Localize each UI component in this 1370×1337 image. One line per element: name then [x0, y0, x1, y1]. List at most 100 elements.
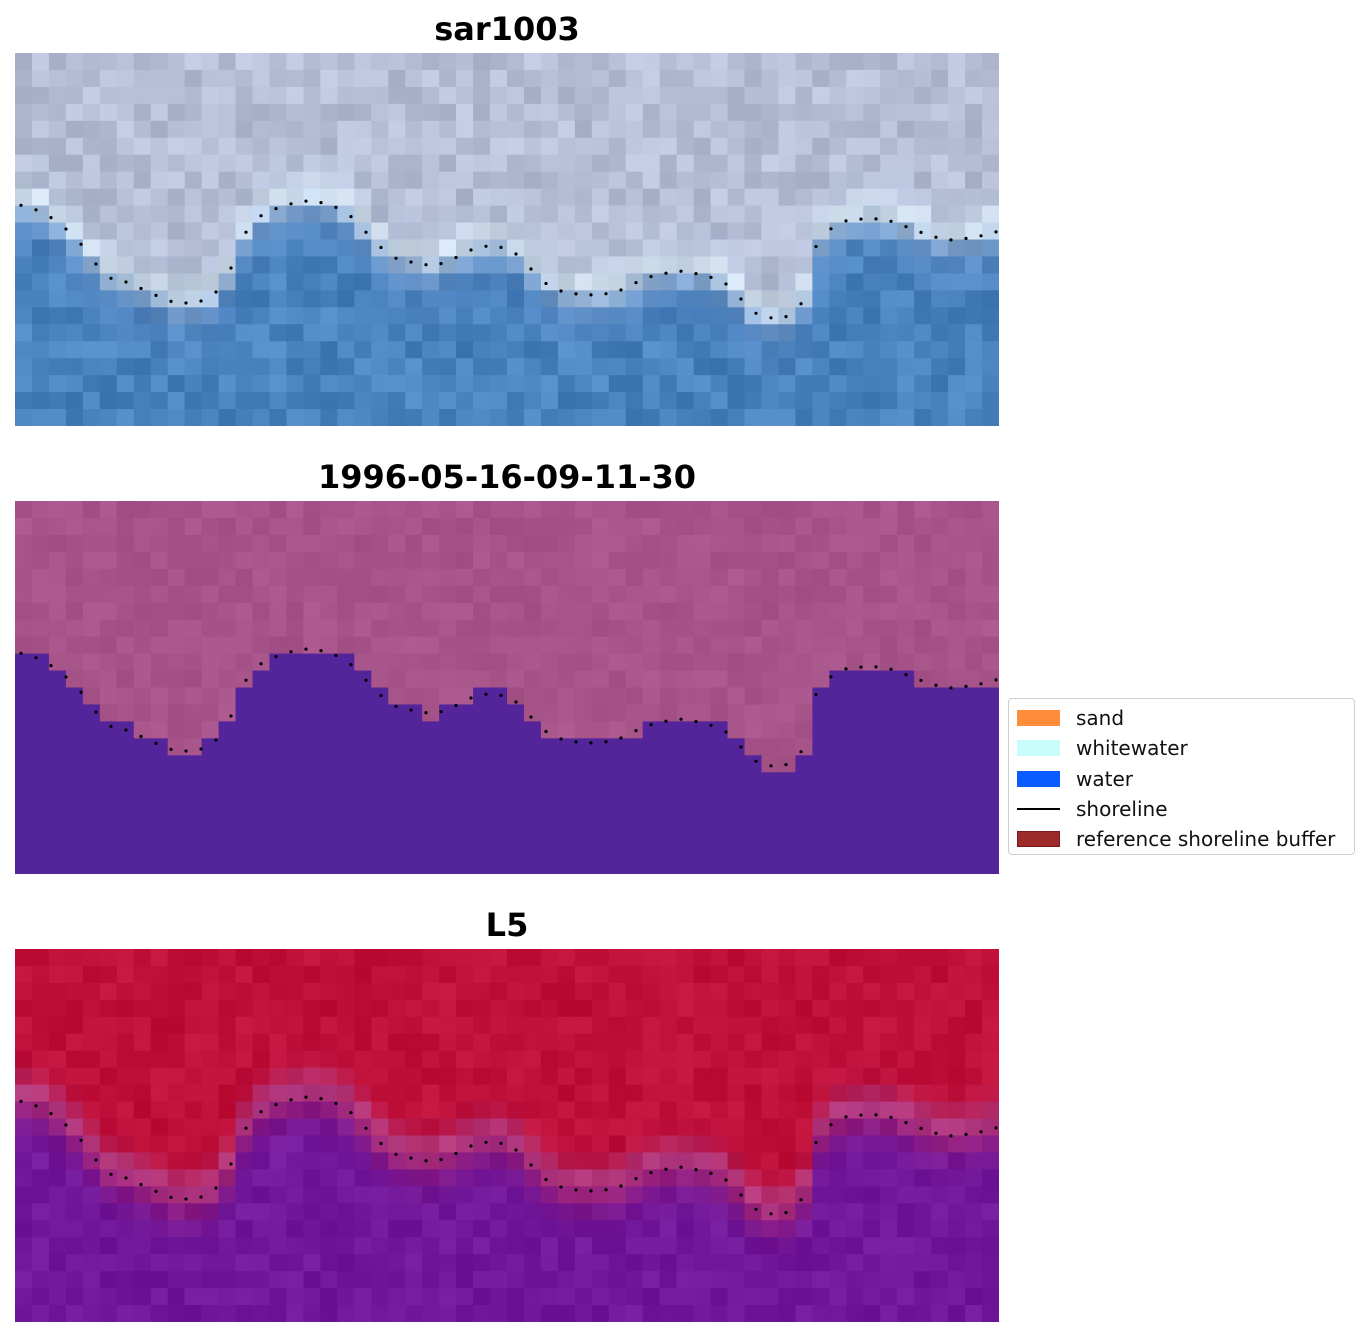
- pixel-cell: [218, 704, 237, 722]
- pixel-cell: [676, 392, 695, 410]
- pixel-cell: [65, 1101, 84, 1120]
- pixel-cell: [625, 137, 644, 156]
- pixel-cell: [218, 687, 237, 706]
- pixel-cell: [167, 392, 186, 410]
- pixel-cell: [201, 392, 220, 410]
- pixel-cell: [303, 188, 321, 207]
- pixel-cell: [320, 534, 338, 553]
- pixel-cell: [591, 1220, 610, 1238]
- pixel-cell: [269, 534, 288, 553]
- pixel-cell: [269, 1237, 288, 1255]
- pixel-cell: [133, 789, 152, 807]
- pixel-cell: [337, 1084, 355, 1103]
- pixel-cell: [116, 137, 135, 156]
- pixel-cell: [761, 965, 780, 984]
- pixel-cell: [710, 721, 729, 739]
- pixel-cell: [116, 1237, 135, 1255]
- pixel-cell: [846, 517, 864, 536]
- pixel-cell: [693, 1135, 712, 1154]
- pixel-cell: [914, 772, 932, 790]
- pixel-cell: [744, 120, 763, 139]
- pixel-cell: [880, 999, 898, 1018]
- pixel-cell: [167, 222, 186, 241]
- pixel-cell: [133, 840, 152, 858]
- shoreline-dot: [874, 1113, 878, 1117]
- pixel-cell: [863, 653, 881, 672]
- pixel-cell: [48, 738, 67, 756]
- pixel-cell: [863, 619, 881, 638]
- pixel-cell: [320, 273, 338, 291]
- pixel-cell: [846, 636, 864, 655]
- pixel-cell: [744, 653, 763, 672]
- pixel-cell: [337, 840, 355, 858]
- legend-item-whitewater: whitewater: [1017, 733, 1346, 763]
- pixel-cell: [337, 534, 355, 553]
- pixel-cell: [693, 501, 712, 519]
- pixel-cell: [150, 239, 169, 258]
- pixel-cell: [693, 1220, 712, 1238]
- pixel-cell: [167, 755, 186, 773]
- pixel-cell: [218, 341, 237, 359]
- pixel-cell: [286, 103, 305, 122]
- pixel-cell: [269, 222, 288, 241]
- legend-item-shoreline: shoreline: [1017, 794, 1346, 824]
- pixel-cell: [507, 53, 525, 71]
- pixel-cell: [744, 1288, 763, 1306]
- pixel-cell: [150, 69, 169, 88]
- pixel-cell: [201, 256, 220, 274]
- pixel-cell: [795, 409, 813, 426]
- pixel-cell: [778, 256, 797, 274]
- pixel-cell: [608, 721, 627, 739]
- shoreline-dot: [949, 686, 953, 690]
- pixel-cell: [337, 1067, 355, 1086]
- pixel-cell: [456, 949, 474, 967]
- pixel-cell: [473, 1084, 491, 1103]
- shoreline-dot: [304, 647, 308, 651]
- pixel-cell: [880, 772, 898, 790]
- pixel-cell: [65, 307, 84, 325]
- pixel-cell: [795, 324, 813, 342]
- pixel-cell: [201, 568, 220, 587]
- pixel-cell: [761, 69, 780, 88]
- pixel-cell: [388, 1237, 406, 1255]
- pixel-cell: [693, 341, 712, 359]
- pixel-cell: [982, 823, 999, 841]
- pixel-cell: [880, 1050, 898, 1069]
- pixel-cell: [184, 1186, 203, 1204]
- pixel-cell: [65, 704, 84, 722]
- pixel-cell: [235, 307, 254, 325]
- pixel-cell: [744, 409, 763, 426]
- pixel-cell: [710, 154, 729, 173]
- shoreline-dot: [319, 1097, 323, 1101]
- pixel-cell: [184, 205, 203, 224]
- pixel-cell: [557, 188, 576, 207]
- pixel-cell: [931, 53, 949, 71]
- pixel-cell: [557, 1084, 576, 1103]
- pixel-cell: [829, 307, 847, 325]
- pixel-cell: [591, 188, 610, 207]
- pixel-cell: [931, 120, 949, 139]
- pixel-cell: [218, 1135, 237, 1154]
- pixel-cell: [863, 704, 881, 722]
- pixel-cell: [778, 789, 797, 807]
- pixel-cell: [303, 1305, 321, 1322]
- pixel-cell: [744, 602, 763, 621]
- pixel-cell: [269, 840, 288, 858]
- water-swatch: [1017, 770, 1060, 787]
- pixel-cell: [965, 375, 983, 393]
- pixel-cell: [167, 840, 186, 858]
- pixel-cell: [574, 1288, 593, 1306]
- pixel-cell: [761, 1203, 780, 1221]
- pixel-cell: [897, 534, 915, 553]
- pixel-cell: [914, 120, 932, 139]
- pixel-cell: [371, 653, 389, 672]
- pixel-cell: [523, 568, 542, 587]
- pixel-cell: [473, 222, 491, 241]
- pixel-cell: [948, 1254, 966, 1272]
- pixel-cell: [744, 1067, 763, 1086]
- pixel-cell: [99, 1084, 118, 1103]
- pixel-cell: [625, 755, 644, 773]
- pixel-cell: [676, 171, 695, 190]
- pixel-cell: [388, 1254, 406, 1272]
- pixel-cell: [490, 188, 508, 207]
